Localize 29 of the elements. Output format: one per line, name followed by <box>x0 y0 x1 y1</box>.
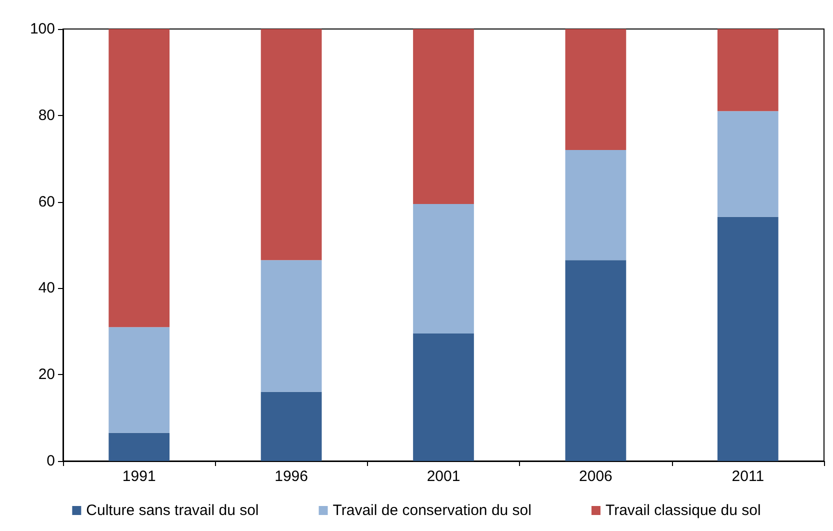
legend-label: Travail de conservation du sol <box>332 502 532 519</box>
bar <box>260 392 322 461</box>
bar <box>565 260 626 461</box>
y-tick-label: 80 <box>38 106 55 124</box>
bar <box>717 216 778 461</box>
legend-label: Culture sans travail du sol <box>86 502 259 519</box>
bar <box>565 29 626 150</box>
bar <box>108 432 170 461</box>
bar <box>413 334 474 461</box>
bar <box>413 204 474 334</box>
bar <box>717 111 778 217</box>
legend-label: Travail classique du sol <box>605 502 761 519</box>
x-tick-label: 2011 <box>732 468 764 485</box>
bar <box>260 29 322 260</box>
y-tick-label: 100 <box>30 20 55 38</box>
y-tick-label: 60 <box>38 193 55 210</box>
x-tick-label: 1996 <box>274 468 308 485</box>
y-tick-label: 20 <box>38 366 55 384</box>
y-tick-label: 40 <box>38 280 55 297</box>
x-tick-label: 1991 <box>122 468 156 485</box>
bar <box>108 327 170 433</box>
bar <box>260 260 322 392</box>
bar <box>565 150 626 260</box>
x-tick-label: 2006 <box>579 468 612 485</box>
y-tick-label: 0 <box>46 452 55 470</box>
bar <box>413 29 474 204</box>
bar <box>108 29 170 328</box>
bar <box>717 29 778 112</box>
x-tick-label: 2001 <box>426 468 460 485</box>
